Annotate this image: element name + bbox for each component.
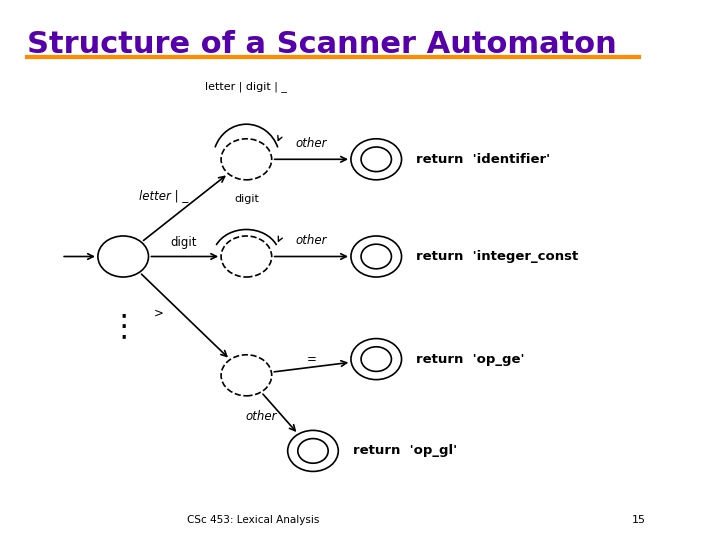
Text: letter | digit | _: letter | digit | _ — [205, 81, 287, 92]
Text: other: other — [246, 410, 276, 423]
Text: Structure of a Scanner Automaton: Structure of a Scanner Automaton — [27, 30, 616, 59]
Text: return  'op_gl': return 'op_gl' — [353, 444, 457, 457]
Text: digit: digit — [234, 193, 258, 204]
Text: return  'integer_const: return 'integer_const — [416, 250, 578, 263]
Text: 15: 15 — [632, 515, 646, 525]
Text: CSc 453: Lexical Analysis: CSc 453: Lexical Analysis — [187, 515, 319, 525]
Text: ⋮: ⋮ — [108, 312, 138, 341]
Text: return  'op_ge': return 'op_ge' — [416, 353, 525, 366]
Text: other: other — [296, 137, 327, 150]
Text: =: = — [307, 353, 316, 366]
Text: letter | _: letter | _ — [138, 189, 188, 202]
Text: return  'identifier': return 'identifier' — [416, 153, 550, 166]
Text: digit: digit — [171, 237, 197, 249]
Text: >: > — [153, 307, 163, 320]
Text: other: other — [296, 234, 327, 247]
